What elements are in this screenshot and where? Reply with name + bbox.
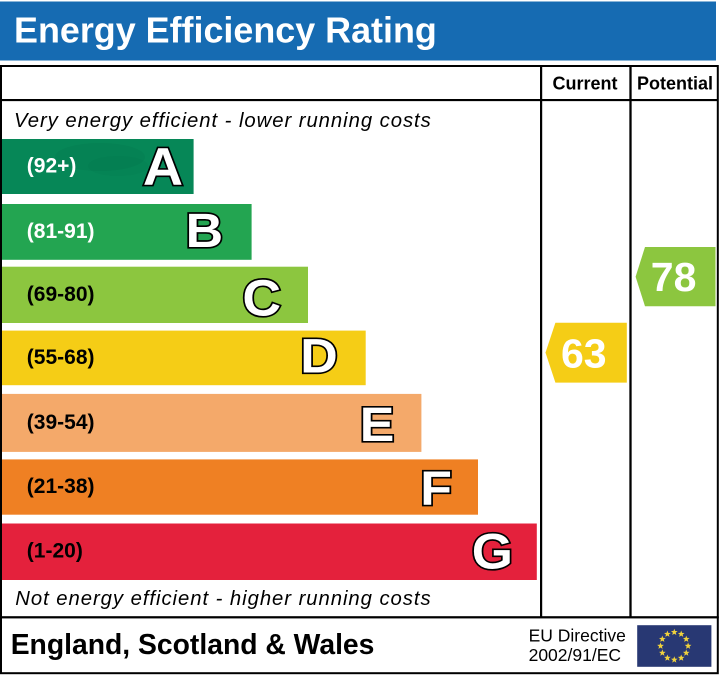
svg-text:F: F [420, 461, 452, 515]
svg-text:Energy Efficiency Rating: Energy Efficiency Rating [14, 11, 437, 51]
svg-text:63: 63 [561, 331, 607, 377]
svg-text:Potential: Potential [637, 74, 713, 94]
svg-text:E: E [360, 398, 395, 452]
svg-text:(21-38): (21-38) [27, 475, 95, 498]
svg-text:B: B [186, 204, 223, 258]
svg-text:Current: Current [552, 74, 617, 94]
svg-text:C: C [242, 270, 281, 327]
svg-text:(92+): (92+) [27, 154, 77, 177]
svg-text:England, Scotland & Wales: England, Scotland & Wales [11, 628, 375, 660]
svg-text:EU Directive: EU Directive [529, 626, 626, 646]
svg-text:A: A [143, 137, 183, 196]
svg-text:G: G [472, 523, 513, 580]
svg-text:(81-91): (81-91) [27, 220, 95, 243]
svg-text:(69-80): (69-80) [27, 283, 95, 306]
svg-text:(39-54): (39-54) [27, 411, 95, 434]
svg-text:Very energy efficient - lower: Very energy efficient - lower running co… [14, 110, 432, 132]
svg-text:Not energy efficient - higher: Not energy efficient - higher running co… [15, 588, 431, 610]
svg-text:2002/91/EC: 2002/91/EC [529, 645, 621, 665]
svg-text:(1-20): (1-20) [27, 540, 83, 563]
svg-text:D: D [300, 329, 337, 383]
svg-text:78: 78 [651, 254, 697, 300]
svg-text:(55-68): (55-68) [27, 346, 95, 369]
